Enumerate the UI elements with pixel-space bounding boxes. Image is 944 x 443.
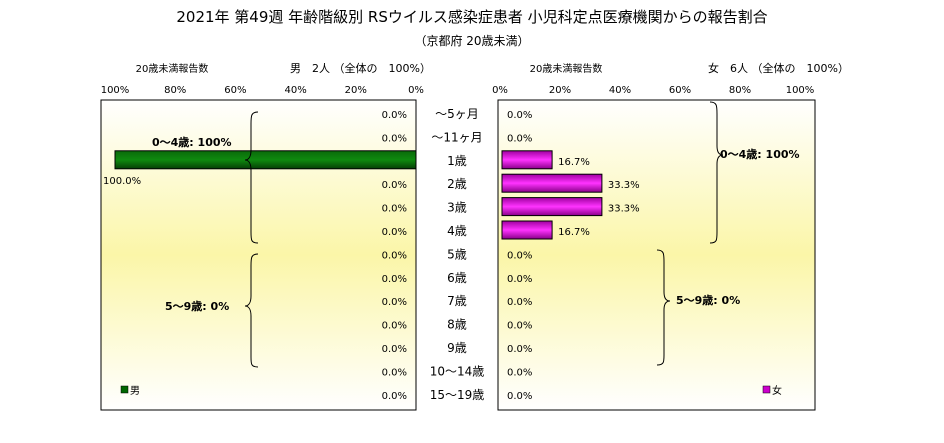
female-value-label: 0.0%: [507, 250, 532, 261]
left-tick-label: 60%: [224, 85, 246, 96]
age-category-label: ～11ヶ月: [431, 130, 482, 144]
female-value-label: 0.0%: [507, 274, 532, 285]
right-tick-label: 40%: [609, 85, 631, 96]
male-legend-label: 男: [130, 385, 140, 397]
male-value-label: 0.0%: [382, 367, 407, 378]
age-category-label: 6歳: [447, 271, 467, 285]
age-category-label: 7歳: [447, 294, 467, 308]
age-category-label: 5歳: [447, 247, 467, 261]
right-brace-0-4: [709, 101, 724, 244]
male-value-label: 100.0%: [103, 176, 141, 187]
female-value-label: 0.0%: [507, 133, 532, 144]
female-value-label: 16.7%: [558, 227, 590, 238]
male-value-label: 0.0%: [382, 297, 407, 308]
female-value-label: 0.0%: [507, 321, 532, 332]
left-tick-labels: 0% 20% 40% 60% 80% 100%: [101, 85, 424, 96]
female-value-label: 33.3%: [608, 180, 640, 191]
female-value-label: 0.0%: [507, 297, 532, 308]
left-brace-0-4: [244, 111, 259, 244]
left-brace-5-9: [244, 253, 259, 368]
left-tick-label: 20%: [345, 85, 367, 96]
right-tick-labels: 0% 20% 40% 60% 80% 100%: [492, 85, 814, 96]
male-value-label: 0.0%: [382, 204, 407, 215]
female-value-label: 16.7%: [558, 157, 590, 168]
age-category-label: 4歳: [447, 224, 467, 238]
female-value-label: 33.3%: [608, 204, 640, 215]
male-value-label: 0.0%: [382, 274, 407, 285]
age-category-label: 15～19歳: [430, 388, 485, 402]
age-category-label: 9歳: [447, 341, 467, 355]
left-plot-area: [100, 99, 417, 411]
female-bar: [501, 150, 553, 170]
chart-title: 2021年 第49週 年齢階級別 RSウイルス感染症患者 小児科定点医療機関から…: [176, 8, 767, 26]
female-bar: [501, 173, 603, 193]
female-value-label: 0.0%: [507, 367, 532, 378]
right-group-label-5-9: 5～9歳: 0%: [676, 293, 740, 307]
male-value-label: 0.0%: [382, 133, 407, 144]
right-group-label-0-4: 0～4歳: 100%: [720, 147, 800, 161]
left-axis-label: 20歳未満報告数: [136, 62, 209, 75]
right-tick-label: 60%: [669, 85, 691, 96]
male-value-label: 0.0%: [382, 344, 407, 355]
right-tick-label: 0%: [492, 85, 508, 96]
female-bars: [501, 150, 603, 240]
age-category-label: ～5ヶ月: [435, 107, 479, 121]
female-legend-label: 女: [772, 384, 782, 397]
female-bar: [501, 197, 603, 217]
right-brace-5-9: [656, 249, 671, 366]
age-category-label: 2歳: [447, 177, 467, 191]
right-tick-label: 80%: [729, 85, 751, 96]
age-category-labels: ～5ヶ月 ～11ヶ月 1歳 2歳 3歳 4歳 5歳 6歳 7歳 8歳 9歳 10～14歳 15～19歳: [430, 107, 485, 402]
female-value-label: 0.0%: [507, 391, 532, 402]
male-value-label: 0.0%: [382, 180, 407, 191]
female-value-labels: 0.0% 0.0% 16.7% 33.3% 33.3% 16.7% 0.0% 0.0% 0.0%…: [507, 110, 640, 402]
left-summary: 男 2人 （全体の 100%）: [290, 61, 431, 75]
male-value-label: 0.0%: [382, 391, 407, 402]
male-value-label: 0.0%: [382, 227, 407, 238]
age-category-label: 1歳: [447, 154, 467, 168]
female-legend-swatch: [762, 385, 771, 394]
age-category-label: 10～14歳: [430, 364, 485, 378]
age-category-label: 8歳: [447, 318, 467, 332]
left-tick-label: 40%: [284, 85, 306, 96]
age-category-label: 3歳: [447, 201, 467, 215]
left-group-label-0-4: 0～4歳: 100%: [152, 135, 232, 149]
male-bar: [114, 150, 417, 170]
right-summary: 女 6人 （全体の 100%）: [708, 61, 849, 75]
male-value-label: 0.0%: [382, 250, 407, 261]
right-plot-area: [497, 99, 816, 411]
left-tick-label: 0%: [408, 85, 424, 96]
male-value-label: 0.0%: [382, 321, 407, 332]
male-value-labels: 0.0% 0.0% 100.0% 0.0% 0.0% 0.0% 0.0% 0.0% 0.0% 0.…: [103, 110, 407, 402]
male-bars: [114, 150, 417, 170]
female-value-label: 0.0%: [507, 344, 532, 355]
left-group-label-5-9: 5～9歳: 0%: [165, 299, 229, 313]
left-tick-label: 100%: [101, 85, 130, 96]
right-axis-label: 20歳未満報告数: [530, 62, 603, 75]
female-value-label: 0.0%: [507, 110, 532, 121]
female-bar: [501, 220, 553, 240]
male-value-label: 0.0%: [382, 110, 407, 121]
left-tick-label: 80%: [164, 85, 186, 96]
right-tick-label: 20%: [549, 85, 571, 96]
male-legend-swatch: [120, 385, 129, 394]
right-tick-label: 100%: [786, 85, 815, 96]
chart-subtitle: （京都府 20歳未満）: [414, 33, 529, 48]
